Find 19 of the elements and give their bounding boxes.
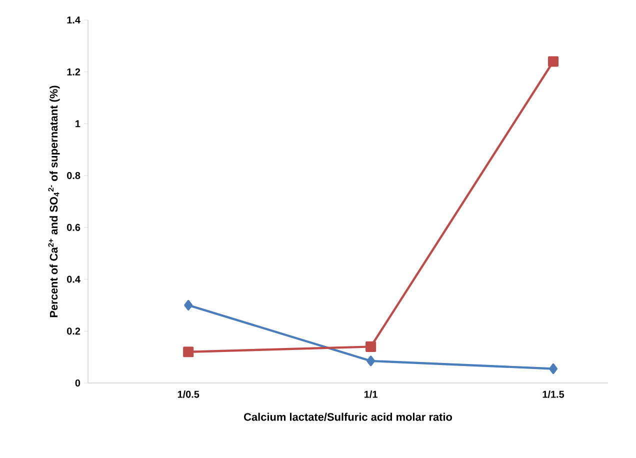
x-tick-label: 1/1 [364,390,378,398]
point [549,363,558,374]
y-tick-label: 1.4 [67,16,80,24]
point [366,356,376,366]
point [183,346,194,358]
x-tick-label: 1/0.5 [178,390,200,398]
y-tick-label: 0.4 [67,276,80,283]
y-tick-label: 0.8 [67,172,80,180]
x-tick-label: 1/1.5 [542,390,564,398]
y-tick-label: 0 [75,379,80,387]
y-axis-title: Percent of Ca$^{2+}$ and SO$_{4}$$^{2-}$ of supernatant (%) [48,86,60,318]
y-tick-label: 0.2 [67,328,80,335]
point [184,300,193,310]
point [548,56,559,67]
y-tick-label: 1 [76,120,80,128]
y-tick-label: 0.6 [67,224,80,231]
point [366,341,376,352]
x-axis-title: Calcium lactate/Sulfuric acid molar ratio [244,412,452,421]
y-tick-label: 1.2 [67,68,80,76]
